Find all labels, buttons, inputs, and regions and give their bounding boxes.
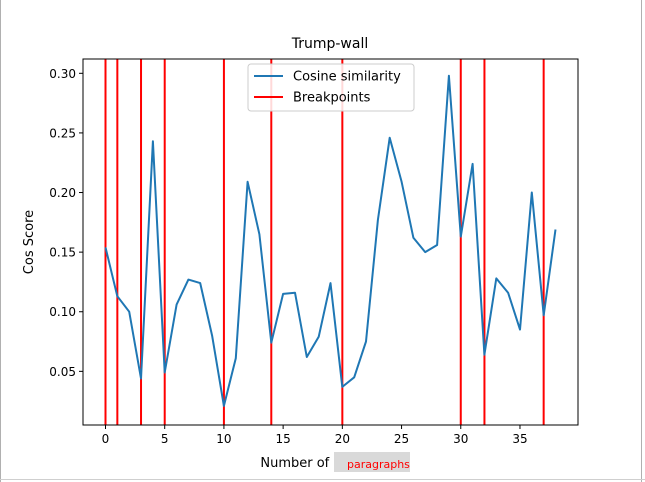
xlabel-overlay-box: paragraphs (334, 452, 410, 472)
x-tick-label: 20 (335, 432, 350, 446)
y-tick-label: 0.20 (49, 186, 76, 200)
x-axis: 0 5 10 15 20 25 30 35 (102, 425, 528, 446)
legend: Cosine similarity Breakpoints (247, 63, 415, 112)
xlabel-overlay-text: paragraphs (347, 458, 410, 471)
y-tick-label: 0.25 (49, 126, 76, 140)
y-tick-label: 0.05 (49, 365, 76, 379)
x-tick-label: 0 (102, 432, 110, 446)
plot-area (104, 59, 557, 425)
y-axis: 0.05 0.10 0.15 0.20 0.25 0.30 (49, 67, 83, 379)
window-bottom-border (0, 479, 645, 480)
window-right-border (641, 0, 642, 482)
y-tick-label: 0.15 (49, 246, 76, 260)
plot-frame (82, 58, 579, 426)
x-tick-label: 10 (216, 432, 231, 446)
x-tick-label: 30 (453, 432, 468, 446)
y-axis-label: Cos Score (22, 210, 37, 274)
x-tick-label: 25 (394, 432, 409, 446)
y-tick-label: 0.10 (49, 305, 76, 319)
chart-title: Trump-wall (291, 36, 369, 52)
x-tick-label: 35 (512, 432, 527, 446)
legend-box (247, 63, 415, 112)
legend-breakpoints-label: Breakpoints (293, 91, 371, 106)
x-tick-label: 5 (161, 432, 169, 446)
y-tick-label: 0.30 (49, 67, 76, 81)
legend-cosine-label: Cosine similarity (293, 70, 401, 85)
window-left-border (0, 0, 1, 482)
x-tick-label: 15 (275, 432, 290, 446)
cosine-similarity-line (104, 74, 557, 407)
